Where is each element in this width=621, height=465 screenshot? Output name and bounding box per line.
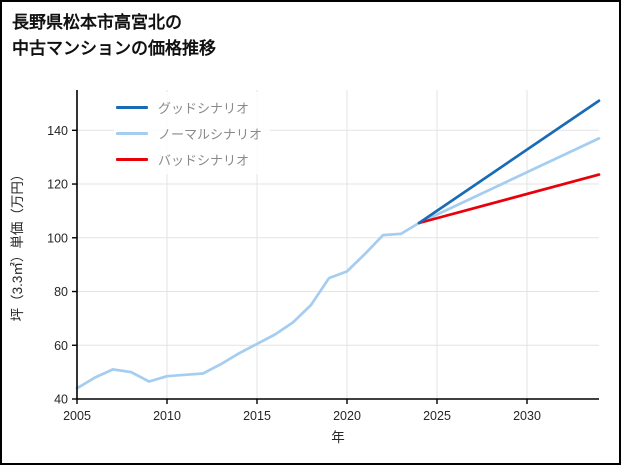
x-tick-label: 2005 bbox=[63, 409, 91, 423]
y-tick-label: 120 bbox=[47, 178, 68, 192]
x-tick-label: 2030 bbox=[513, 409, 541, 423]
chart-legend: グッドシナリオ ノーマルシナリオ バッドシナリオ bbox=[114, 92, 271, 174]
x-tick-label: 2020 bbox=[333, 409, 361, 423]
x-tick-label: 2025 bbox=[423, 409, 451, 423]
series-line-normal-scenario bbox=[75, 137, 601, 390]
legend-item-bad-scenario: バッドシナリオ bbox=[116, 146, 262, 172]
legend-label-normal-scenario: ノーマルシナリオ bbox=[158, 126, 263, 142]
y-tick-label: 140 bbox=[47, 124, 68, 138]
legend-item-good-scenario: グッドシナリオ bbox=[116, 94, 262, 120]
legend-label-bad-scenario: バッドシナリオ bbox=[158, 152, 250, 168]
series-line-bad-scenario bbox=[417, 173, 601, 225]
y-tick-label: 40 bbox=[54, 393, 68, 407]
x-tick-label: 2015 bbox=[243, 409, 271, 423]
legend-swatch-normal-scenario bbox=[116, 131, 148, 135]
y-tick-label: 80 bbox=[54, 285, 68, 299]
y-tick-label: 100 bbox=[47, 231, 68, 245]
y-axis-label: 坪（3.3㎡）単価（万円） bbox=[10, 168, 25, 322]
series-line-good-scenario bbox=[417, 99, 601, 225]
legend-item-normal-scenario: ノーマルシナリオ bbox=[116, 120, 262, 146]
legend-swatch-good-scenario bbox=[116, 105, 148, 109]
chart-title-line2: 中古マンションの価格推移 bbox=[12, 38, 216, 58]
chart-title: 長野県松本市高宮北の 中古マンションの価格推移 bbox=[12, 10, 216, 61]
chart-title-line1: 長野県松本市高宮北の bbox=[12, 13, 182, 32]
y-tick-label: 60 bbox=[54, 339, 68, 353]
legend-label-good-scenario: グッドシナリオ bbox=[158, 100, 250, 116]
legend-swatch-bad-scenario bbox=[116, 157, 148, 161]
x-axis-label: 年 bbox=[331, 430, 345, 445]
x-tick-label: 2010 bbox=[153, 409, 181, 423]
